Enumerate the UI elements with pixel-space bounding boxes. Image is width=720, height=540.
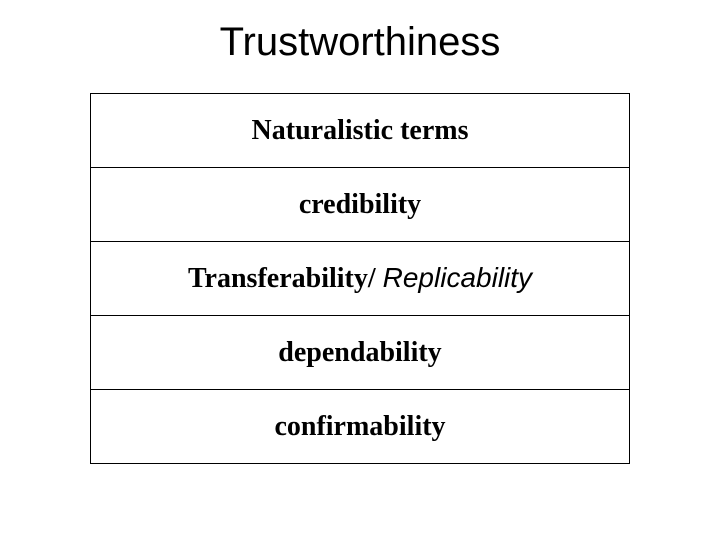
table-cell-dependability: dependability [91,316,630,390]
table-row: confirmability [91,390,630,464]
table-header-row: Naturalistic terms [91,94,630,168]
table-row: dependability [91,316,630,390]
table-cell-transferability: Transferability/ Replicability [91,242,630,316]
table-row: Transferability/ Replicability [91,242,630,316]
terms-table-container: Naturalistic terms credibility Transfera… [90,93,630,464]
table-cell-credibility: credibility [91,168,630,242]
table-cell-confirmability: confirmability [91,390,630,464]
table-header-cell: Naturalistic terms [91,94,630,168]
terms-table: Naturalistic terms credibility Transfera… [90,93,630,464]
replicability-italic-part: Replicability [383,262,532,293]
table-row: credibility [91,168,630,242]
transferability-serif-part: Transferability/ [188,263,376,294]
slide-title: Trustworthiness [0,0,720,93]
